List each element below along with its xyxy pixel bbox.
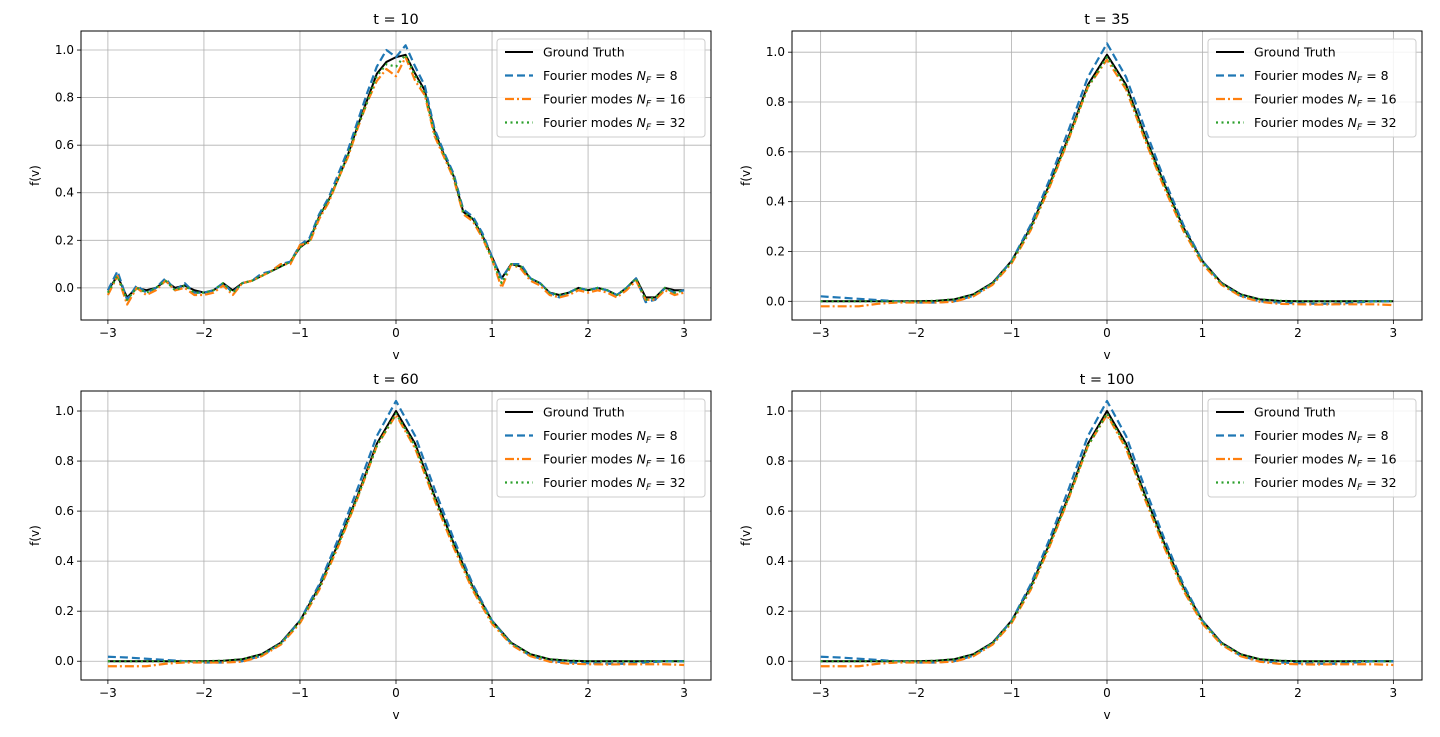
x-tick-label: 1 [488, 686, 496, 700]
x-tick-label: 0 [392, 686, 400, 700]
x-tick-label: −3 [812, 326, 830, 340]
x-tick-label: −3 [99, 686, 117, 700]
x-tick-label: −2 [907, 326, 925, 340]
series-line-nf32 [107, 412, 685, 663]
series-line-nf16 [820, 58, 1394, 308]
x-tick-label: 0 [392, 326, 400, 340]
chart-title: t = 35 [1084, 12, 1130, 28]
x-axis-label: v [1103, 348, 1110, 362]
y-tick-label: 0.6 [55, 138, 74, 152]
chart-title: t = 100 [1080, 372, 1135, 388]
y-tick-label: 0.2 [55, 233, 74, 247]
x-tick-label: 2 [1294, 686, 1302, 700]
legend-label-ground-truth: Ground Truth [543, 45, 625, 60]
x-axis-label: v [392, 708, 399, 722]
chart-panel-1: −3 −2 −1 0 1 2 3 0.0 0.2 0.4 0.6 0.8 1.0 t = 10 v f(v) G… [28, 12, 712, 362]
series-line-nf32 [820, 56, 1394, 303]
y-tick-label: 0.8 [55, 454, 74, 468]
legend-label-nf8: Fourier modes NF = 8 [1254, 428, 1389, 446]
legend-label-nf8: Fourier modes NF = 8 [543, 68, 678, 86]
y-tick-label: 0.2 [766, 604, 785, 618]
x-tick-label: −2 [195, 326, 213, 340]
x-tick-label: −2 [195, 686, 213, 700]
series-line-nf16 [820, 413, 1394, 668]
y-tick-label: 0.2 [55, 604, 74, 618]
legend-label-ground-truth: Ground Truth [1254, 45, 1336, 60]
y-tick-label: 1.0 [55, 43, 74, 57]
series-line-nf16 [106, 56, 685, 306]
series-line-ground-truth [107, 410, 685, 663]
x-tick-label: 3 [680, 686, 688, 700]
y-tick-label: 1.0 [766, 404, 785, 418]
y-tick-label: 1.0 [766, 45, 785, 59]
x-tick-label: −3 [812, 686, 830, 700]
x-tick-label: 2 [584, 326, 592, 340]
x-tick-label: 2 [584, 686, 592, 700]
y-tick-label: 0.4 [766, 554, 785, 568]
y-tick-label: 0.6 [766, 504, 785, 518]
y-tick-label: 0.0 [766, 294, 785, 308]
legend-box [496, 38, 706, 138]
x-axis-label: v [1103, 708, 1110, 722]
x-tick-label: 0 [1103, 686, 1111, 700]
chart-title: t = 10 [373, 12, 419, 28]
y-tick-label: 0.8 [766, 95, 785, 109]
x-tick-label: 3 [1390, 686, 1398, 700]
series-line-nf8 [106, 44, 685, 304]
series-line-nf32 [106, 53, 685, 301]
chart-panel-3: −3 −2 −1 0 1 2 3 0.0 0.2 0.4 0.6 0.8 1.0 t = 60 v f(v) G… [28, 372, 712, 722]
x-tick-label: −1 [1003, 326, 1021, 340]
series-line-nf32 [820, 412, 1394, 663]
y-tick-label: 0.4 [55, 186, 74, 200]
legend-box [1207, 398, 1417, 498]
chart-panel-2: −3 −2 −1 0 1 2 3 0.0 0.2 0.4 0.6 0.8 1.0 t = 35 v f(v) G… [739, 12, 1423, 362]
y-tick-label: 0.4 [55, 554, 74, 568]
y-axis-label: f(v) [739, 165, 753, 186]
y-tick-label: 0.0 [55, 281, 74, 295]
y-tick-label: 0.8 [766, 454, 785, 468]
x-tick-label: −1 [291, 326, 309, 340]
y-tick-label: 0.0 [55, 654, 74, 668]
chart-title: t = 60 [373, 372, 419, 388]
legend-box [1207, 38, 1417, 138]
y-tick-label: 0.0 [766, 654, 785, 668]
x-tick-label: 1 [1199, 686, 1207, 700]
legend-label-ground-truth: Ground Truth [543, 405, 625, 420]
y-tick-label: 1.0 [55, 404, 74, 418]
y-tick-label: 0.6 [766, 145, 785, 159]
y-axis-label: f(v) [739, 525, 753, 546]
y-axis-label: f(v) [28, 525, 42, 546]
series-line-nf8 [107, 399, 685, 665]
legend-label-nf8: Fourier modes NF = 8 [543, 428, 678, 446]
y-tick-label: 0.2 [766, 244, 785, 258]
x-tick-label: −3 [99, 326, 117, 340]
legend-label-nf8: Fourier modes NF = 8 [1254, 68, 1389, 86]
x-tick-label: −1 [291, 686, 309, 700]
x-tick-label: −2 [907, 686, 925, 700]
x-tick-label: 2 [1294, 326, 1302, 340]
x-tick-label: −1 [1003, 686, 1021, 700]
x-tick-label: 3 [680, 326, 688, 340]
y-tick-label: 0.8 [55, 91, 74, 105]
x-axis-label: v [392, 348, 399, 362]
x-tick-label: 3 [1390, 326, 1398, 340]
x-tick-label: 1 [1199, 326, 1207, 340]
y-tick-label: 0.6 [55, 504, 74, 518]
x-tick-label: 1 [488, 326, 496, 340]
y-axis-label: f(v) [28, 165, 42, 186]
legend-label-ground-truth: Ground Truth [1254, 405, 1336, 420]
legend-box [496, 398, 706, 498]
x-tick-label: 0 [1103, 326, 1111, 340]
y-tick-label: 0.4 [766, 195, 785, 209]
chart-panel-4: −3 −2 −1 0 1 2 3 0.0 0.2 0.4 0.6 0.8 1.0 t = 100 v f(v)… [739, 372, 1423, 722]
